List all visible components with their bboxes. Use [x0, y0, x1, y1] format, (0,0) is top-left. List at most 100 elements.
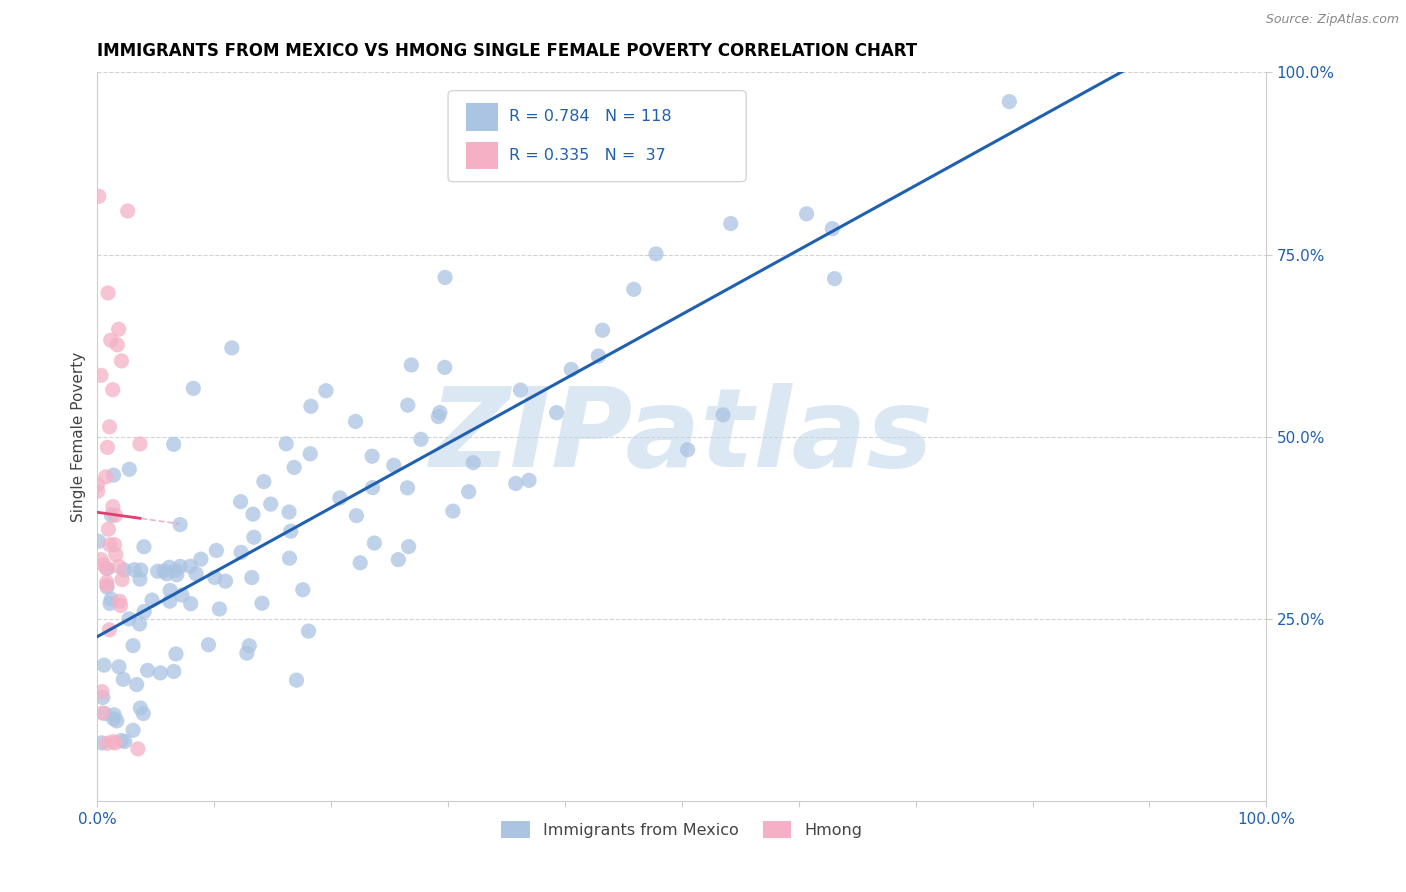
- Point: [117, 204, 139, 219]
- Point: [129, 701, 152, 715]
- Point: [163, 437, 186, 451]
- Point: [91, 684, 114, 698]
- Point: [159, 583, 181, 598]
- Point: [409, 432, 432, 446]
- Point: [159, 594, 181, 608]
- Point: [243, 530, 266, 544]
- Point: [124, 563, 146, 577]
- Point: [93, 658, 115, 673]
- Point: [165, 647, 187, 661]
- Point: [441, 504, 464, 518]
- Point: [97, 285, 120, 300]
- Point: [208, 602, 231, 616]
- Point: [401, 358, 423, 372]
- Point: [231, 545, 253, 559]
- Point: [96, 575, 118, 590]
- Point: [361, 449, 384, 463]
- Point: [103, 538, 125, 552]
- Point: [108, 559, 131, 574]
- Point: [299, 399, 322, 413]
- Point: [90, 736, 112, 750]
- Point: [645, 247, 668, 261]
- Point: [122, 723, 145, 738]
- Point: [229, 494, 252, 508]
- Point: [280, 524, 302, 539]
- Point: [346, 508, 368, 523]
- Point: [104, 548, 127, 562]
- Point: [546, 406, 568, 420]
- Text: R = 0.335   N =  37: R = 0.335 N = 37: [509, 148, 665, 163]
- Point: [276, 437, 298, 451]
- Point: [98, 538, 121, 552]
- Point: [363, 536, 385, 550]
- FancyBboxPatch shape: [465, 142, 498, 169]
- Point: [108, 660, 131, 674]
- Point: [105, 714, 128, 728]
- Point: [103, 712, 125, 726]
- Point: [711, 408, 734, 422]
- FancyBboxPatch shape: [465, 103, 498, 131]
- Point: [824, 271, 846, 285]
- Point: [100, 508, 122, 523]
- Point: [214, 574, 236, 589]
- Point: [299, 447, 322, 461]
- Point: [517, 473, 540, 487]
- Point: [100, 333, 122, 347]
- Point: [197, 638, 219, 652]
- Point: [165, 563, 187, 577]
- Point: [112, 563, 135, 577]
- Point: [821, 221, 844, 235]
- Point: [110, 599, 132, 613]
- Point: [114, 734, 136, 748]
- Point: [278, 551, 301, 566]
- Point: [560, 362, 582, 376]
- Point: [112, 673, 135, 687]
- Point: [387, 552, 409, 566]
- Point: [104, 736, 127, 750]
- Point: [361, 481, 384, 495]
- Point: [91, 690, 114, 705]
- Point: [505, 476, 527, 491]
- Point: [129, 563, 152, 577]
- Point: [128, 617, 150, 632]
- Point: [96, 562, 118, 576]
- Point: [190, 552, 212, 566]
- Point: [184, 566, 207, 581]
- Legend: Immigrants from Mexico, Hmong: Immigrants from Mexico, Hmong: [495, 815, 869, 844]
- Point: [86, 484, 108, 499]
- Point: [96, 561, 118, 575]
- Point: [236, 646, 259, 660]
- Point: [205, 543, 228, 558]
- Point: [179, 559, 201, 574]
- Point: [297, 624, 319, 639]
- Point: [132, 706, 155, 721]
- Text: R = 0.784   N = 118: R = 0.784 N = 118: [509, 110, 672, 124]
- Point: [153, 564, 176, 578]
- Point: [242, 507, 264, 521]
- Point: [134, 605, 156, 619]
- Point: [156, 566, 179, 581]
- Point: [398, 540, 420, 554]
- FancyBboxPatch shape: [449, 91, 747, 182]
- Text: IMMIGRANTS FROM MEXICO VS HMONG SINGLE FEMALE POVERTY CORRELATION CHART: IMMIGRANTS FROM MEXICO VS HMONG SINGLE F…: [97, 42, 918, 60]
- Point: [329, 491, 352, 505]
- Point: [434, 270, 457, 285]
- Point: [163, 665, 186, 679]
- Point: [676, 442, 699, 457]
- Point: [463, 456, 485, 470]
- Point: [796, 207, 818, 221]
- Point: [260, 497, 283, 511]
- Point: [90, 368, 112, 383]
- Point: [998, 95, 1021, 109]
- Point: [111, 573, 134, 587]
- Point: [91, 706, 114, 720]
- Point: [283, 460, 305, 475]
- Point: [591, 323, 613, 337]
- Point: [103, 707, 125, 722]
- Point: [509, 383, 531, 397]
- Point: [101, 383, 124, 397]
- Point: [720, 217, 742, 231]
- Point: [96, 578, 118, 592]
- Point: [344, 414, 367, 428]
- Point: [110, 354, 132, 368]
